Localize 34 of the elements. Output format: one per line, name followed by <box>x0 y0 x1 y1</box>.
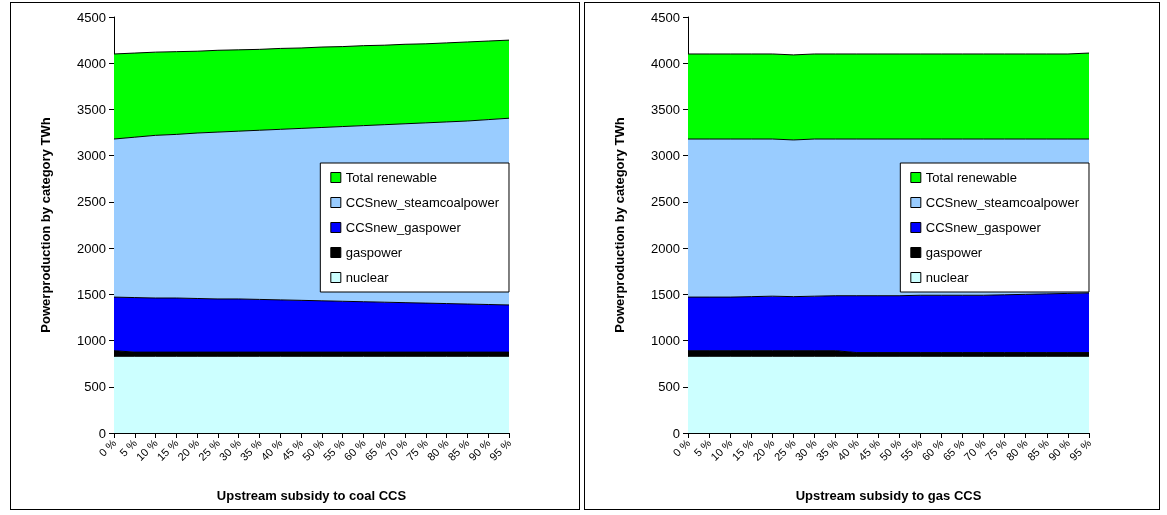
y-tick-label: 2000 <box>77 240 106 256</box>
legend-label: nuclear <box>345 270 390 285</box>
legend-label: CCSnew_steamcoalpower <box>925 195 1080 210</box>
x-axis-title: Upstream subsidy to coal CCS <box>216 488 407 503</box>
y-tick-label: 1000 <box>651 333 680 349</box>
legend-label: gaspower <box>345 245 403 260</box>
y-tick-label: 3000 <box>651 148 680 164</box>
y-tick-label: 4500 <box>651 9 680 25</box>
x-axis-title: Upstream subsidy to gas CCS <box>795 488 982 503</box>
legend-label: Total renewable <box>925 170 1017 185</box>
y-tick-label: 500 <box>658 379 680 395</box>
y-axis-title: Powerproduction by category TWh <box>612 117 627 333</box>
y-tick-label: 3500 <box>77 101 106 117</box>
y-tick-label: 2000 <box>651 240 680 256</box>
y-tick-label: 3000 <box>77 148 106 164</box>
legend-label: CCSnew_steamcoalpower <box>345 195 500 210</box>
y-tick-label: 3500 <box>651 101 680 117</box>
y-tick-label: 1500 <box>77 286 106 302</box>
y-axis-title: Powerproduction by category TWh <box>38 117 53 333</box>
y-tick-label: 2500 <box>77 194 106 210</box>
y-tick-label: 4000 <box>77 55 106 71</box>
y-tick-label: 1000 <box>77 333 106 349</box>
legend-label: CCSnew_gaspower <box>925 220 1042 235</box>
legend-label: nuclear <box>925 270 970 285</box>
y-tick-label: 4000 <box>651 55 680 71</box>
y-tick-label: 0 <box>672 425 680 441</box>
y-tick-label: 4500 <box>77 9 106 25</box>
y-tick-label: 2500 <box>651 194 680 210</box>
y-tick-label: 0 <box>98 425 106 441</box>
legend-label: Total renewable <box>345 170 437 185</box>
legend-label: CCSnew_gaspower <box>345 220 462 235</box>
legend-label: gaspower <box>925 245 983 260</box>
y-tick-label: 1500 <box>651 286 680 302</box>
y-tick-label: 500 <box>84 379 106 395</box>
